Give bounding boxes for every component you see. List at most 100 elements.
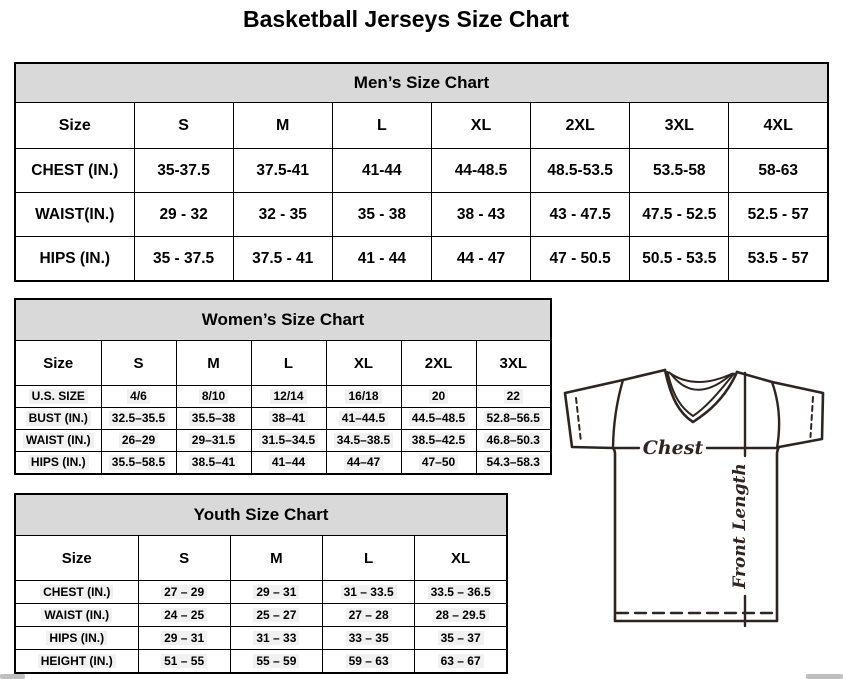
row-label: HIPS (IN.) xyxy=(14,236,135,282)
size-value-cell: 53.5 - 57 xyxy=(728,236,829,282)
size-value-cell: 44–47 xyxy=(325,451,402,475)
table-title-row: Men’s Size Chart xyxy=(14,62,829,103)
size-value-cell: 37.5-41 xyxy=(232,148,333,193)
size-value-cell: 4/6 xyxy=(100,385,177,408)
column-header: L xyxy=(321,535,416,581)
column-header: Size xyxy=(14,102,135,149)
column-header: 3XL xyxy=(629,102,730,149)
table-title-row: Women’s Size Chart xyxy=(14,298,552,341)
table-row: HIPS (IN.) 29 – 31 31 – 33 33 – 35 35 – 37 xyxy=(14,626,508,650)
table-row: CHEST (IN.) 35-37.5 37.5-41 41-44 44-48.5 48.… xyxy=(14,148,829,193)
column-header: 2XL xyxy=(530,102,631,149)
size-value-cell: 35.5–38 xyxy=(175,407,252,430)
size-value-cell: 12/14 xyxy=(250,385,327,408)
jersey-diagram: Chest Front Length xyxy=(563,368,825,628)
size-value-cell: 41-44 xyxy=(331,148,432,193)
size-value-cell: 38.5–42.5 xyxy=(400,429,477,452)
row-label: WAIST(IN.) xyxy=(14,192,135,237)
size-value-cell: 31 – 33.5 xyxy=(321,580,416,604)
size-value-cell: 22 xyxy=(475,385,552,408)
size-value-cell: 63 – 67 xyxy=(414,649,508,674)
size-value-cell: 38–41 xyxy=(250,407,327,430)
mens-size-table: Men’s Size Chart Size S M L XL 2XL 3XL 4XL CHEST … xyxy=(14,62,829,282)
size-value-cell: 27 – 28 xyxy=(321,603,416,627)
left-cuff-dashed-line xyxy=(575,397,582,443)
size-value-cell: 59 – 63 xyxy=(321,649,416,674)
size-value-cell: 52.8–56.5 xyxy=(475,407,552,430)
size-value-cell: 47–50 xyxy=(400,451,477,475)
size-value-cell: 35 - 38 xyxy=(331,192,432,237)
size-value-cell: 44.5–48.5 xyxy=(400,407,477,430)
size-value-cell: 32.5–35.5 xyxy=(100,407,177,430)
size-value-cell: 48.5-53.5 xyxy=(530,148,631,193)
column-header-row: Size S M L XL xyxy=(14,535,508,581)
right-cuff-dashed-line xyxy=(809,396,814,438)
column-header: 3XL xyxy=(475,340,552,386)
table-title: Women’s Size Chart xyxy=(14,298,552,341)
column-header: L xyxy=(250,340,327,386)
jersey-outline-shape xyxy=(563,368,825,623)
row-label: HIPS (IN.) xyxy=(14,451,102,475)
collar-back-arc-2 xyxy=(670,373,732,391)
column-header: S xyxy=(100,340,177,386)
table-title-row: Youth Size Chart xyxy=(14,493,508,536)
size-value-cell: 47 - 50.5 xyxy=(530,236,631,282)
size-value-cell: 43 - 47.5 xyxy=(530,192,631,237)
size-value-cell: 41–44.5 xyxy=(325,407,402,430)
right-armhole-seam xyxy=(770,380,781,450)
front-length-label: Front Length xyxy=(730,463,750,589)
size-value-cell: 34.5–38.5 xyxy=(325,429,402,452)
page-title: Basketball Jerseys Size Chart xyxy=(242,6,569,32)
size-value-cell: 58-63 xyxy=(728,148,829,193)
womens-size-table: Women’s Size Chart Size S M L XL 2XL 3XL U.S. SI… xyxy=(14,298,552,475)
size-value-cell: 35 - 37.5 xyxy=(133,236,234,282)
size-value-cell: 24 – 25 xyxy=(137,603,231,627)
size-value-cell: 31 – 33 xyxy=(229,626,324,650)
size-value-cell: 26–29 xyxy=(100,429,177,452)
row-label: BUST (IN.) xyxy=(14,407,102,430)
table-title: Men’s Size Chart xyxy=(14,62,829,103)
horizontal-scrollbar-thumb-left[interactable] xyxy=(0,674,25,679)
column-header: XL xyxy=(325,340,402,386)
column-header: S xyxy=(133,102,234,149)
column-header-row: Size S M L XL 2XL 3XL xyxy=(14,340,552,386)
horizontal-scrollbar-thumb-right[interactable] xyxy=(806,674,843,679)
size-value-cell: 29 - 32 xyxy=(133,192,234,237)
size-value-cell: 29–31.5 xyxy=(175,429,252,452)
row-label: U.S. SIZE xyxy=(14,385,102,408)
size-value-cell: 27 – 29 xyxy=(137,580,231,604)
size-value-cell: 29 – 31 xyxy=(137,626,231,650)
size-value-cell: 32 - 35 xyxy=(232,192,333,237)
table-title: Youth Size Chart xyxy=(14,493,508,536)
size-value-cell: 46.8–50.3 xyxy=(475,429,552,452)
collar-outer-v xyxy=(663,368,739,424)
size-value-cell: 33 – 35 xyxy=(321,626,416,650)
column-header: 4XL xyxy=(728,102,829,149)
size-value-cell: 35-37.5 xyxy=(133,148,234,193)
size-value-cell: 38.5–41 xyxy=(175,451,252,475)
table-row: U.S. SIZE 4/6 8/10 12/14 16/18 20 22 xyxy=(14,385,552,408)
size-value-cell: 53.5-58 xyxy=(629,148,730,193)
column-header: M xyxy=(232,102,333,149)
table-row: WAIST (IN.) 26–29 29–31.5 31.5–34.5 34.5–38.… xyxy=(14,429,552,452)
table-row: WAIST(IN.) 29 - 32 32 - 35 35 - 38 38 - 43 43… xyxy=(14,192,829,237)
table-row: HEIGHT (IN.) 51 – 55 55 – 59 59 – 63 63 – 67 xyxy=(14,649,508,674)
column-header: S xyxy=(137,535,231,581)
column-header: Size xyxy=(14,535,139,581)
row-label: CHEST (IN.) xyxy=(14,580,139,604)
size-value-cell: 51 – 55 xyxy=(137,649,231,674)
size-value-cell: 8/10 xyxy=(175,385,252,408)
size-value-cell: 33.5 – 36.5 xyxy=(414,580,508,604)
row-label: CHEST (IN.) xyxy=(14,148,135,193)
row-label: HEIGHT (IN.) xyxy=(14,649,139,674)
column-header: XL xyxy=(414,535,508,581)
size-value-cell: 50.5 - 53.5 xyxy=(629,236,730,282)
size-value-cell: 25 – 27 xyxy=(229,603,324,627)
size-value-cell: 29 – 31 xyxy=(229,580,324,604)
row-label: HIPS (IN.) xyxy=(14,626,139,650)
column-header: XL xyxy=(430,102,532,149)
size-value-cell: 41 - 44 xyxy=(331,236,432,282)
size-value-cell: 52.5 - 57 xyxy=(728,192,829,237)
column-header: Size xyxy=(14,340,102,386)
